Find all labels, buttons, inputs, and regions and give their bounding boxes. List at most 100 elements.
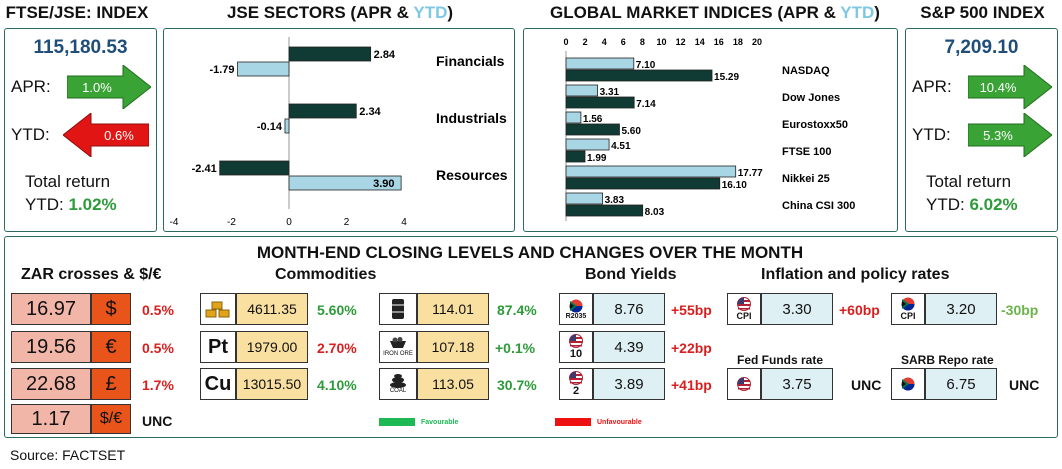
- us-flag-icon: CPI: [727, 293, 761, 325]
- bar-apr-resources: [219, 160, 290, 176]
- eurusd-value: 1.17: [11, 404, 91, 434]
- bar-ytd-eurostoxx50: [565, 111, 582, 124]
- oil-barrel-icon: [379, 293, 417, 325]
- gold-value: 4611.35: [236, 293, 308, 325]
- south-africa-flag-icon: R2035: [559, 293, 593, 325]
- iron-ore-change: +0.1%: [495, 340, 536, 356]
- usdzar-change: 0.5%: [142, 302, 174, 318]
- sp500-panel: 7,209.10 APR: 10.4% YTD: 5.3% Total retu…: [905, 28, 1058, 232]
- global-indices-panel: 0 2 4 6 8 10 12 14 16 18 20 7.10 15.29 NASDAQ 3.31 7.14…: [523, 28, 898, 232]
- ftse-title: FTSE/JSE: INDEX: [5, 3, 149, 22]
- sp500-level: 7,209.10: [944, 37, 1019, 58]
- x-tick-label: 6: [621, 37, 626, 47]
- data-label: 7.10: [636, 60, 656, 71]
- us10y-yield-value: 4.39: [593, 331, 665, 363]
- bar-ytd-industrials: [284, 118, 290, 134]
- jse-sectors-title: JSE SECTORS (APR & YTD): [226, 3, 454, 22]
- global-indices-chart: 0 2 4 6 8 10 12 14 16 18 20 7.10 15.29 NASDAQ 3.31 7.14…: [563, 37, 855, 221]
- commodities-section-title: Commodities: [275, 266, 377, 283]
- bar-ytd-ftse-100: [565, 138, 610, 151]
- x-tick-label: 2: [583, 37, 588, 47]
- us-flag-icon: [727, 368, 761, 400]
- bar-apr-nasdaq: [565, 69, 713, 82]
- jse-sectors-chart: 2.84 -1.79 Financials 2.34 -0.14 Industrials -…: [170, 37, 508, 228]
- data-label: 4.51: [611, 141, 631, 152]
- category-label-financials: Financials: [436, 53, 505, 69]
- x-tick-label: -2: [227, 217, 236, 228]
- svg-text:10.4%: 10.4%: [980, 80, 1017, 95]
- zar-section-title: ZAR crosses & $/€: [21, 266, 162, 283]
- fed-funds-label: Fed Funds rate: [737, 353, 824, 367]
- us-cpi-value: 3.30: [761, 293, 833, 325]
- data-label: 3.90: [373, 178, 394, 190]
- sa-cpi-value: 3.20: [925, 293, 997, 325]
- ftse-ytd-label: YTD:: [11, 125, 50, 144]
- sarb-repo-label: SARB Repo rate: [901, 353, 994, 367]
- us-flag-icon: 2: [559, 368, 593, 400]
- ftse-ytd-down-arrow-icon: 0.6%: [63, 113, 149, 157]
- x-tick-label: 2: [344, 217, 350, 228]
- sa-bond-yield-change: +55bp: [671, 302, 712, 318]
- data-label: 1.56: [583, 114, 603, 125]
- eurusd-change: UNC: [142, 413, 173, 429]
- category-label-resources: Resources: [436, 167, 508, 183]
- iron-ore-value: 107.18: [417, 331, 489, 363]
- jse-sectors-panel: 2.84 -1.79 Financials 2.34 -0.14 Industrials -…: [163, 28, 515, 232]
- sa-bond-yield-value: 8.76: [593, 293, 665, 325]
- category-label-eurostoxx50: Eurostoxx50: [782, 119, 848, 131]
- data-label: 17.77: [738, 168, 763, 179]
- x-tick-label: 8: [640, 37, 645, 47]
- platinum-change: 2.70%: [317, 340, 357, 356]
- data-label: 3.31: [600, 87, 620, 98]
- category-label-nasdaq: NASDAQ: [782, 65, 830, 77]
- ftse-apr-up-arrow-icon: 1.0%: [67, 65, 151, 109]
- data-label: -2.41: [192, 163, 217, 175]
- x-tick-label: 0: [563, 37, 568, 47]
- sp500-apr-label: APR:: [912, 77, 952, 96]
- oil-value: 114.01: [417, 293, 489, 325]
- oil-change: 87.4%: [497, 302, 537, 318]
- bar-apr-financials: [288, 46, 372, 62]
- ftse-panel: 115,180.53 APR: 1.0% YTD: 0.6% Total ret…: [4, 28, 157, 232]
- dollar-icon: $: [91, 293, 131, 325]
- bar-ytd-dow-jones: [565, 84, 599, 97]
- source-note: Source: FACTSET: [10, 447, 126, 463]
- sarb-repo-change: UNC: [1009, 377, 1040, 393]
- data-label: 3.83: [605, 195, 625, 206]
- data-label: 1.99: [587, 153, 607, 164]
- bar-apr-eurostoxx50: [565, 123, 620, 136]
- svg-text:1.0%: 1.0%: [82, 80, 112, 95]
- bar-apr-china-csi-300: [565, 204, 644, 217]
- data-label: 15.29: [714, 72, 739, 83]
- coal-value: 113.05: [417, 368, 489, 400]
- x-tick-label: 0: [286, 217, 292, 228]
- coal-change: 30.7%: [497, 377, 537, 393]
- month-end-title: MONTH-END CLOSING LEVELS AND CHANGES OVE…: [256, 243, 804, 262]
- bar-apr-nikkei-25: [565, 177, 721, 190]
- copper-icon: Cu: [200, 368, 236, 400]
- bar-ytd-nikkei-25: [565, 165, 737, 178]
- fed-funds-change: UNC: [851, 377, 882, 393]
- pound-icon: £: [91, 368, 131, 400]
- sp500-title: S&P 500 INDEX: [920, 3, 1045, 22]
- copper-value: 13015.50: [236, 368, 308, 400]
- favourable-label: Favourable: [421, 419, 459, 426]
- us-cpi-change: +60bp: [839, 302, 880, 318]
- x-tick-label: 18: [733, 37, 743, 47]
- category-label-dow-jones: Dow Jones: [782, 92, 840, 104]
- bar-apr-industrials: [288, 103, 357, 119]
- south-africa-flag-icon: CPI: [891, 293, 925, 325]
- ftse-apr-label: APR:: [11, 77, 51, 96]
- sp500-ytd-up-arrow-icon: 5.3%: [968, 113, 1052, 157]
- x-tick-label: 4: [602, 37, 607, 47]
- inflation-section-title: Inflation and policy rates: [761, 266, 950, 283]
- us2y-yield-value: 3.89: [593, 368, 665, 400]
- sp500-total-return-ytd: YTD: 6.02%: [926, 195, 1018, 214]
- coal-icon: COAL: [379, 368, 417, 400]
- iron-ore-icon: IRON ORE: [379, 331, 417, 363]
- data-label: -0.14: [257, 121, 283, 133]
- bar-ytd-resources: [288, 175, 402, 191]
- ftse-level: 115,180.53: [33, 37, 128, 58]
- month-end-panel: MONTH-END CLOSING LEVELS AND CHANGES OVE…: [4, 236, 1058, 438]
- data-label: -1.79: [209, 64, 234, 76]
